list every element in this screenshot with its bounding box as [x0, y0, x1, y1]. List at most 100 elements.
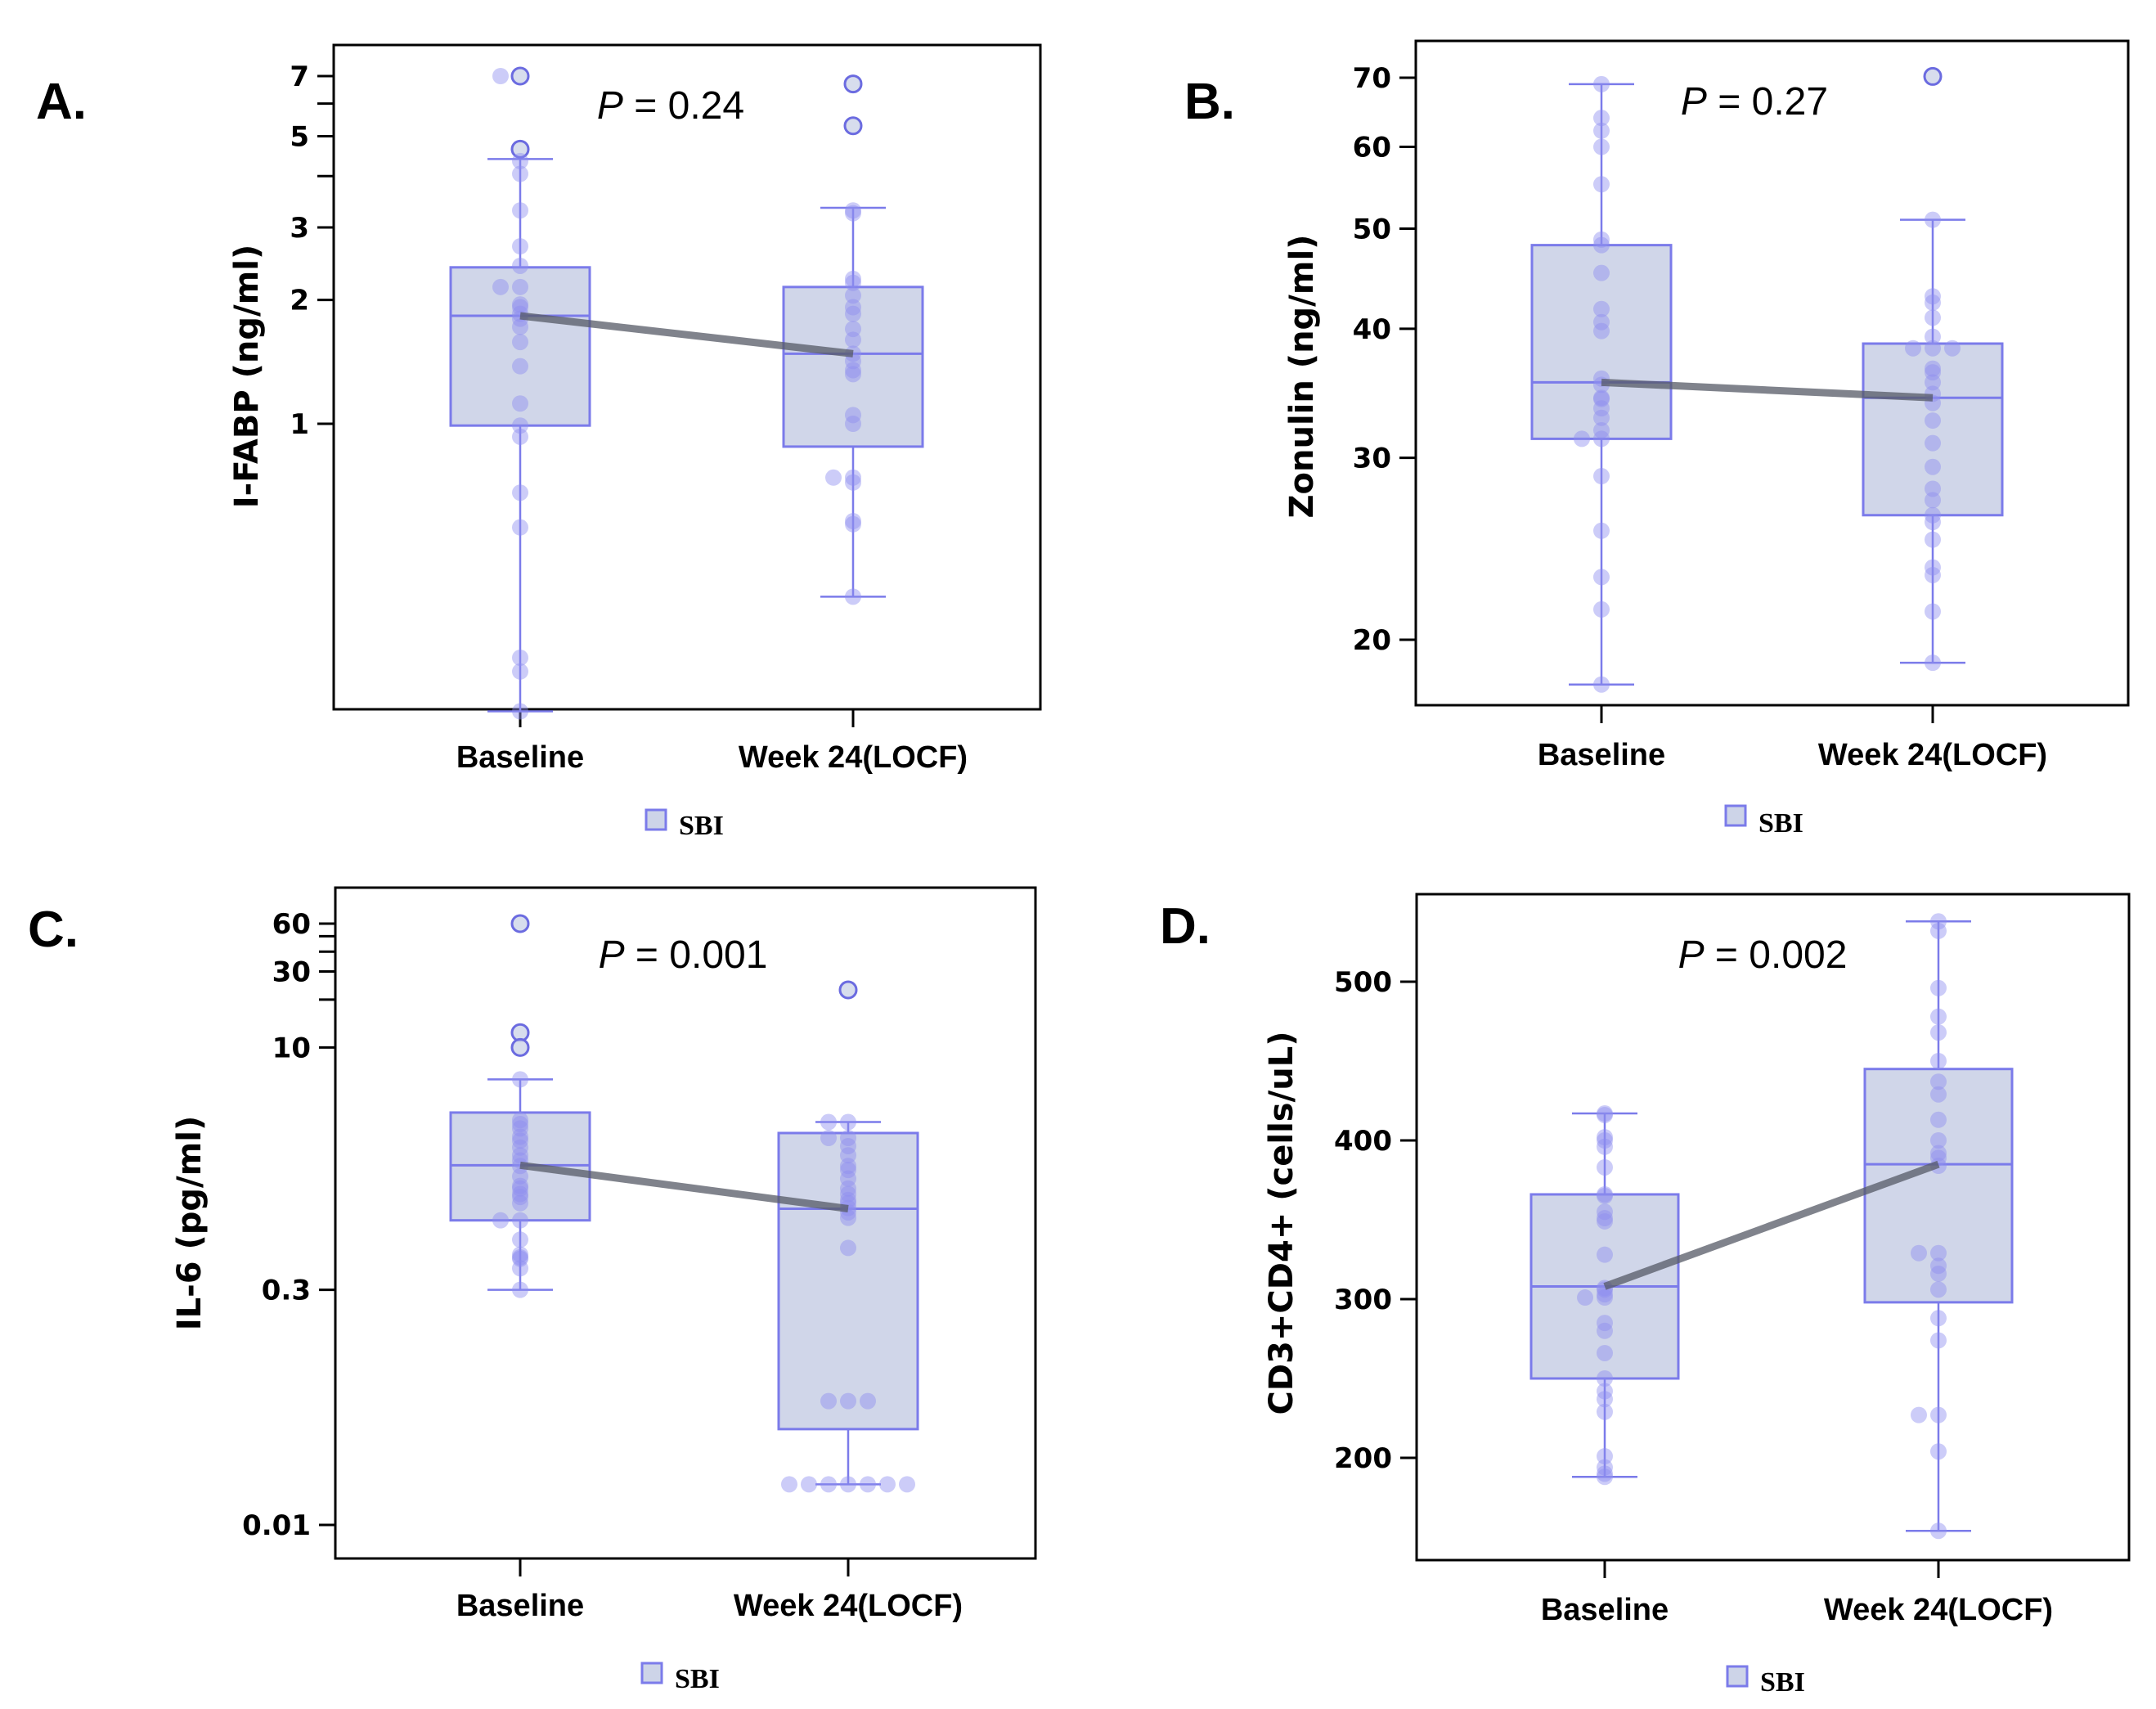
panel-b-legend-swatch [1724, 804, 1747, 827]
data-point [1930, 1053, 1947, 1069]
data-point [840, 1158, 856, 1175]
data-point [1925, 328, 1941, 345]
data-point [1593, 400, 1610, 417]
data-point [1597, 1132, 1613, 1149]
box-series-baseline [449, 66, 591, 720]
data-point [1925, 364, 1941, 381]
y-tick-label: 3 [290, 212, 309, 245]
data-point [1597, 1459, 1613, 1476]
iqr-box [1862, 342, 2004, 517]
data-point [512, 1250, 528, 1267]
data-point [512, 649, 528, 666]
data-point [512, 202, 528, 219]
data-point [840, 1170, 856, 1187]
data-point [512, 1212, 528, 1229]
data-point [845, 321, 861, 338]
y-tick-label: 10 [272, 1032, 311, 1064]
data-point [512, 1112, 528, 1129]
data-point [1930, 979, 1947, 996]
y-tick-label: 60 [1353, 132, 1391, 164]
data-point [512, 278, 528, 295]
panel-b-label: B. [1184, 74, 1235, 130]
panel-d-legend-label: SBI [1760, 1667, 1805, 1698]
outlier-point [843, 74, 863, 94]
panel-b-x-label-baseline: Baseline [1538, 738, 1665, 772]
median-connector-line [519, 1161, 849, 1212]
data-point [1930, 1443, 1947, 1460]
panel-d: D. CD3+CD4+ (cells/uL) P = 0.002 200 300 4… [1160, 893, 2131, 1698]
data-point [1930, 1244, 1947, 1262]
y-tick-label: 1 [290, 408, 309, 441]
panel-d-legend: SBI [1726, 1665, 1805, 1698]
data-point [512, 1180, 528, 1197]
data-point [1925, 211, 1941, 228]
data-point [512, 1167, 528, 1185]
data-point [845, 331, 861, 349]
panel-c: C. IL-6 (pg/ml) P = 0.001 0.010.3103060 … [28, 886, 1037, 1694]
data-point [512, 1132, 528, 1149]
box-series-week24 [1863, 913, 2014, 1540]
data-point [1593, 390, 1610, 407]
panel-c-legend-label: SBI [675, 1664, 720, 1694]
data-point [1593, 522, 1610, 539]
panel-a-legend-label: SBI [679, 811, 724, 841]
data-point [1597, 1286, 1613, 1303]
data-point [820, 1392, 837, 1410]
data-point [512, 165, 528, 182]
iqr-box [449, 266, 591, 427]
data-point [1930, 1332, 1947, 1349]
data-point [1925, 514, 1941, 531]
box-series-baseline [1530, 75, 1673, 693]
data-point [845, 287, 861, 304]
panel-a-x-label-baseline: Baseline [456, 740, 584, 775]
data-point [512, 238, 528, 255]
data-point [512, 299, 528, 316]
iqr-box [1530, 244, 1673, 440]
data-point [1925, 458, 1941, 475]
data-point [1593, 322, 1610, 340]
data-point [1593, 421, 1610, 438]
panel-c-x-label-week24: Week 24(LOCF) [734, 1589, 963, 1623]
data-point [492, 278, 509, 295]
data-point [845, 205, 861, 222]
data-point [1597, 1391, 1613, 1408]
data-point [1597, 1185, 1613, 1203]
data-point [1597, 1187, 1613, 1204]
data-point [1925, 340, 1941, 357]
data-point [845, 469, 861, 486]
data-point [1930, 1310, 1947, 1327]
data-point [1597, 1403, 1613, 1420]
data-point [879, 1476, 896, 1493]
data-point [840, 1130, 856, 1147]
data-point [512, 703, 528, 720]
outlier-point [510, 914, 530, 933]
data-point [1593, 600, 1610, 618]
data-point [512, 318, 528, 335]
data-point [512, 395, 528, 412]
data-point [1593, 75, 1610, 92]
data-point [512, 152, 528, 169]
data-point [825, 469, 842, 486]
y-tick-label: 70 [1353, 62, 1391, 95]
data-point [1911, 1244, 1927, 1262]
data-point [820, 1476, 837, 1493]
data-point [512, 1071, 528, 1088]
plot-frame [1415, 893, 2131, 1562]
data-point [512, 334, 528, 351]
data-point [1597, 1106, 1613, 1123]
panel-a-x-label-week24: Week 24(LOCF) [739, 740, 968, 775]
data-point [1944, 340, 1961, 357]
outlier-point [510, 1037, 530, 1057]
box-series-baseline [1529, 1105, 1680, 1486]
data-point [1925, 360, 1941, 377]
y-tick-label: 0.3 [262, 1275, 311, 1307]
data-point [1925, 506, 1941, 524]
median-connector-line [1603, 1160, 1940, 1290]
data-point [1930, 1522, 1947, 1540]
panel-c-legend-swatch [640, 1662, 663, 1684]
data-point [512, 1128, 528, 1145]
data-point [840, 1392, 856, 1410]
panel-b: B. Zonulin (ng/ml) P = 0.27 20 30 40 50 60 70… [1184, 39, 2130, 839]
panel-a-p-value: P = 0.24 [597, 84, 744, 128]
panel-a-legend-swatch [645, 808, 667, 831]
